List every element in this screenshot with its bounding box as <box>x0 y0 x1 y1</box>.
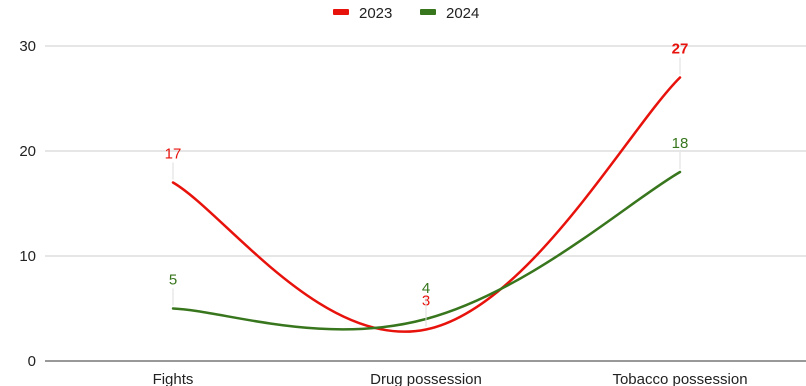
legend-swatch-2023 <box>333 9 349 15</box>
x-tick-label: Tobacco possession <box>612 371 747 386</box>
y-tick-label: 0 <box>28 353 36 370</box>
data-label-2024: 5 <box>169 272 177 289</box>
y-tick-label: 20 <box>19 143 36 160</box>
legend-label-2024: 2024 <box>446 5 479 22</box>
legend: 2023 2024 <box>333 5 479 22</box>
gridlines <box>45 45 806 362</box>
legend-item-2023[interactable]: 2023 <box>333 5 392 22</box>
x-tick-label: Fights <box>153 371 194 386</box>
y-tick-label: 10 <box>19 248 36 265</box>
data-label-2024: 4 <box>422 280 430 297</box>
x-tick-label: Drug possession <box>370 371 482 386</box>
x-axis: Fights Drug possession Tobacco possession <box>153 371 748 386</box>
data-label-2023: 27 <box>672 41 689 58</box>
legend-label-2023: 2023 <box>359 5 392 22</box>
legend-swatch-2024 <box>420 9 436 15</box>
data-label-2024: 18 <box>672 135 689 152</box>
legend-item-2024[interactable]: 2024 <box>420 5 479 22</box>
y-tick-label: 30 <box>19 38 36 55</box>
y-axis: 0 10 20 30 <box>19 38 36 370</box>
data-label-2023: 17 <box>165 146 182 163</box>
series-line-2023 <box>171 76 682 333</box>
